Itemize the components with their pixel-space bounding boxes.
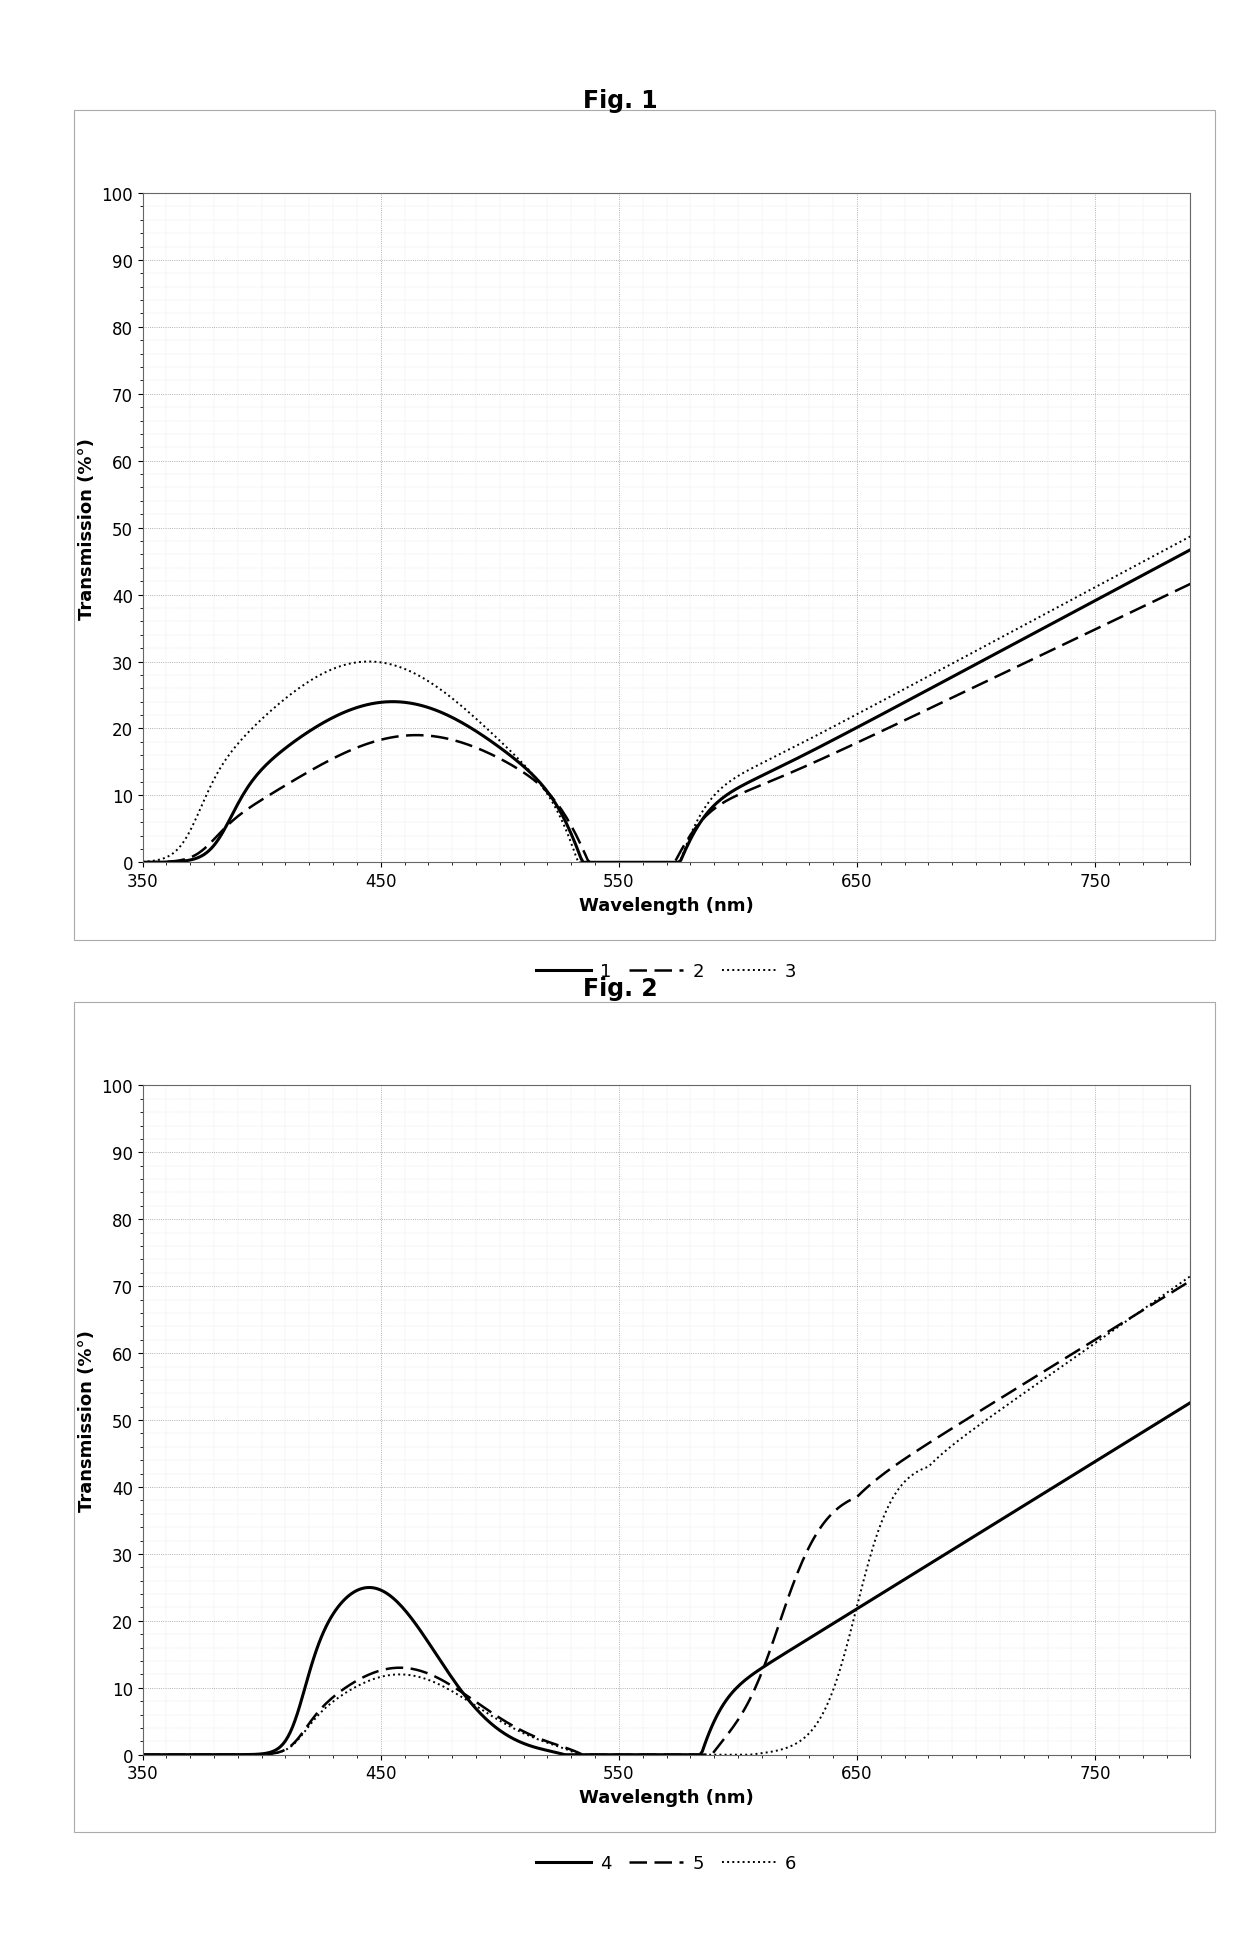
6 bbox=[629, 1743, 644, 1766]
4 bbox=[559, 1743, 574, 1766]
Y-axis label: Transmission (%°): Transmission (%°) bbox=[78, 1330, 95, 1510]
1 bbox=[355, 694, 370, 717]
4 bbox=[1066, 1464, 1081, 1487]
5 bbox=[888, 1454, 903, 1478]
5 bbox=[355, 1666, 370, 1689]
1 bbox=[575, 851, 590, 874]
1 bbox=[1183, 539, 1198, 562]
3 bbox=[135, 851, 150, 874]
Legend: 1, 2, 3: 1, 2, 3 bbox=[529, 956, 804, 987]
5 bbox=[575, 1743, 590, 1766]
Line: 2: 2 bbox=[143, 584, 1190, 863]
1 bbox=[135, 851, 150, 874]
2 bbox=[986, 667, 1001, 690]
6 bbox=[1183, 1264, 1198, 1287]
5 bbox=[135, 1743, 150, 1766]
6 bbox=[888, 1483, 903, 1507]
Legend: 4, 5, 6: 4, 5, 6 bbox=[529, 1848, 804, 1879]
2 bbox=[1066, 628, 1081, 652]
1 bbox=[629, 851, 644, 874]
Y-axis label: Transmission (%°): Transmission (%°) bbox=[78, 438, 95, 619]
2 bbox=[888, 714, 903, 737]
X-axis label: Wavelength (nm): Wavelength (nm) bbox=[579, 896, 754, 913]
Line: 5: 5 bbox=[143, 1282, 1190, 1755]
2 bbox=[583, 851, 598, 874]
6 bbox=[1118, 1311, 1133, 1334]
2 bbox=[1118, 603, 1133, 626]
Text: Fig. 2: Fig. 2 bbox=[583, 977, 657, 1001]
Line: 4: 4 bbox=[143, 1404, 1190, 1755]
1 bbox=[888, 696, 903, 719]
3 bbox=[888, 683, 903, 706]
6 bbox=[986, 1404, 1001, 1427]
X-axis label: Wavelength (nm): Wavelength (nm) bbox=[579, 1788, 754, 1805]
3 bbox=[629, 851, 644, 874]
3 bbox=[355, 652, 370, 675]
4 bbox=[355, 1576, 370, 1600]
4 bbox=[986, 1514, 1001, 1538]
3 bbox=[1118, 560, 1133, 584]
4 bbox=[629, 1743, 644, 1766]
1 bbox=[1118, 574, 1133, 597]
2 bbox=[135, 851, 150, 874]
2 bbox=[629, 851, 644, 874]
3 bbox=[570, 851, 585, 874]
3 bbox=[1066, 588, 1081, 611]
Line: 6: 6 bbox=[143, 1276, 1190, 1755]
5 bbox=[1183, 1270, 1198, 1293]
3 bbox=[1183, 525, 1198, 549]
1 bbox=[1066, 601, 1081, 624]
Line: 1: 1 bbox=[143, 551, 1190, 863]
4 bbox=[888, 1574, 903, 1598]
3 bbox=[986, 630, 1001, 653]
6 bbox=[135, 1743, 150, 1766]
6 bbox=[1066, 1348, 1081, 1371]
2 bbox=[1183, 572, 1198, 595]
Line: 3: 3 bbox=[143, 537, 1190, 863]
6 bbox=[573, 1743, 588, 1766]
4 bbox=[1118, 1431, 1133, 1454]
5 bbox=[1118, 1309, 1133, 1332]
5 bbox=[1066, 1342, 1081, 1365]
1 bbox=[986, 644, 1001, 667]
4 bbox=[1183, 1392, 1198, 1415]
Text: Fig. 1: Fig. 1 bbox=[583, 89, 657, 112]
5 bbox=[629, 1743, 644, 1766]
4 bbox=[135, 1743, 150, 1766]
2 bbox=[355, 735, 370, 758]
6 bbox=[355, 1673, 370, 1697]
5 bbox=[986, 1392, 1001, 1415]
